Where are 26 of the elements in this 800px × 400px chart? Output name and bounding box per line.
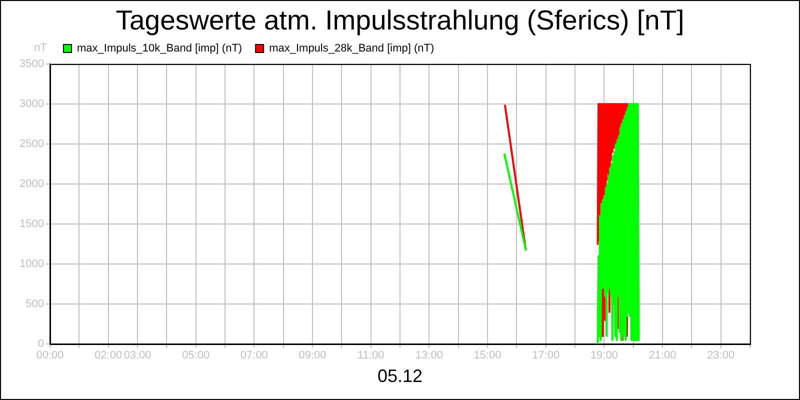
x-tick-label: 07:00 bbox=[240, 350, 268, 362]
y-tick-label: 500 bbox=[26, 298, 44, 310]
x-axis-title: 05.12 bbox=[377, 366, 423, 386]
chart-title: Tageswerte atm. Impulsstrahlung (Sferics) [nT] bbox=[116, 4, 684, 36]
y-tick-label: 1000 bbox=[20, 258, 44, 270]
x-tick-label: 13:00 bbox=[415, 350, 443, 362]
x-tick-label: 19:00 bbox=[590, 350, 618, 362]
legend-label: max_Impuls_28k_Band [imp] (nT) bbox=[269, 42, 434, 55]
y-tick-label: 0 bbox=[38, 338, 44, 350]
x-tick-label: 09:00 bbox=[298, 350, 326, 362]
y-tick-label: 2000 bbox=[20, 178, 44, 190]
x-tick-label: 23:00 bbox=[707, 350, 735, 362]
y-tick-label: 3000 bbox=[20, 98, 44, 110]
y-tick-label: 1500 bbox=[20, 218, 44, 230]
legend-label: max_Impuls_10k_Band [imp] (nT) bbox=[77, 42, 242, 55]
y-tick-label: 3500 bbox=[20, 58, 44, 70]
x-tick-label: 05:00 bbox=[182, 350, 210, 362]
x-tick-label: 02:00 bbox=[94, 350, 122, 362]
x-tick-label: 17:00 bbox=[532, 350, 560, 362]
x-tick-label: 00:00 bbox=[36, 350, 64, 362]
y-tick-label: 2500 bbox=[20, 138, 44, 150]
x-tick-label: 21:00 bbox=[648, 350, 676, 362]
x-tick-label: 11:00 bbox=[357, 350, 384, 362]
x-tick-label: 15:00 bbox=[474, 350, 502, 362]
y-axis-title: nT bbox=[34, 42, 48, 54]
x-tick-label: 03:00 bbox=[124, 350, 152, 362]
